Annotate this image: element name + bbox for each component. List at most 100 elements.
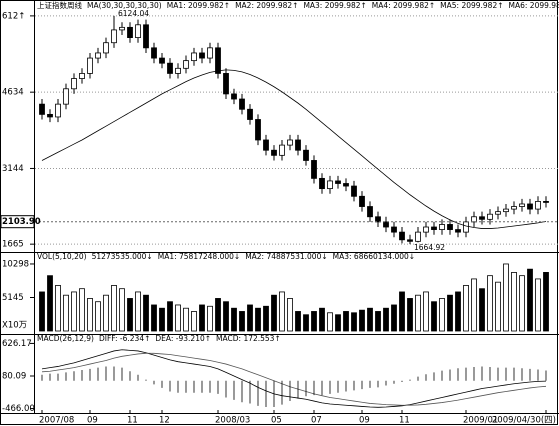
candle-body	[295, 139, 301, 151]
volume-bar	[447, 294, 453, 332]
y-tick-label: 10298	[2, 259, 29, 269]
high-annotation: 6124.04	[118, 9, 149, 18]
candle-body	[103, 42, 109, 54]
panel-header: MA2: 74887531.000↓	[245, 252, 327, 261]
x-tick-label: 09	[87, 416, 98, 426]
volume-bar	[247, 304, 253, 332]
volume-bar	[295, 311, 301, 332]
volume-bar	[271, 294, 277, 332]
volume-bar	[303, 314, 309, 332]
candle-body	[191, 52, 197, 62]
candle-body	[95, 52, 101, 59]
candle-body	[407, 239, 413, 242]
volume-bar	[367, 307, 373, 332]
candle-body	[303, 149, 309, 161]
volume-bar	[39, 291, 45, 332]
candle-body	[415, 231, 421, 242]
volume-bar	[263, 305, 269, 332]
volume-bar	[87, 298, 93, 332]
candle-body	[327, 180, 333, 190]
candle-body	[279, 144, 285, 156]
volume-bar	[63, 294, 69, 332]
volume-bar	[479, 288, 485, 332]
volume-bar	[231, 307, 237, 332]
candle-body	[199, 52, 205, 59]
volume-bar	[487, 275, 493, 332]
volume-bar	[103, 294, 109, 332]
volume-bar	[191, 311, 197, 332]
volume-bar	[79, 288, 85, 332]
volume-bar	[223, 301, 229, 332]
candle-body	[55, 103, 61, 118]
volume-bar	[311, 311, 317, 332]
volume-bar	[335, 314, 341, 332]
volume-bar	[375, 311, 381, 332]
candle-body	[343, 183, 349, 187]
volume-bar	[327, 312, 333, 332]
y-tick-label: 4634	[2, 88, 24, 98]
y-tick-label: 80.09	[2, 371, 26, 381]
panel-header: MA2: 2099.982↑	[235, 1, 298, 10]
volume-bar	[407, 298, 413, 332]
candle-body	[135, 24, 141, 38]
candle-body	[471, 216, 477, 223]
candle-body	[519, 203, 525, 207]
volume-bar	[343, 311, 349, 332]
panel-header: MACD: 172.553↑	[216, 334, 281, 343]
panel-header: MACD(26,12,9)	[37, 334, 94, 343]
candle-body	[399, 231, 405, 241]
candle-body	[47, 113, 53, 118]
volume-bar	[543, 272, 549, 332]
candle-body	[79, 73, 85, 79]
volume-bar	[431, 301, 437, 332]
volume-bar	[167, 301, 173, 332]
volume-bar	[535, 278, 541, 332]
candle-body	[151, 47, 157, 59]
y-tick-label: 612↑	[2, 11, 25, 21]
y-tick-label: 626.17	[2, 339, 32, 349]
volume-bar	[55, 285, 61, 332]
low-annotation: 1664.92	[414, 243, 445, 252]
candle-body	[463, 221, 469, 233]
candle-body	[119, 26, 125, 31]
y-tick-label: 3144	[2, 164, 24, 174]
candle-body	[175, 67, 181, 74]
volume-unit: X10万	[2, 321, 27, 331]
candle-body	[159, 57, 165, 64]
volume-bar	[471, 278, 477, 332]
candle-body	[359, 195, 365, 207]
volume-bar	[383, 307, 389, 332]
candle-body	[215, 47, 221, 74]
volume-bar	[359, 309, 365, 332]
volume-bar	[423, 291, 429, 332]
x-tick-label: 11	[399, 416, 410, 426]
candle-body	[455, 229, 461, 233]
candle-body	[271, 149, 277, 156]
candle-body	[239, 98, 245, 110]
volume-bar	[391, 304, 397, 332]
candle-body	[223, 73, 229, 95]
panel-header: 上证指数周线	[37, 0, 82, 10]
volume-bar	[319, 307, 325, 332]
volume-bar	[255, 307, 261, 332]
candle-body	[207, 47, 213, 59]
volume-bar	[143, 294, 149, 332]
volume-bar	[279, 291, 285, 332]
candle-body	[127, 26, 133, 38]
candle-body	[63, 88, 69, 105]
candle-body	[423, 226, 429, 233]
candle-body	[167, 62, 173, 74]
candle-body	[503, 208, 509, 213]
panel-header: MA3: 2099.982↑	[303, 1, 366, 10]
volume-bar	[183, 307, 189, 332]
volume-bar	[151, 304, 157, 332]
volume-bar	[215, 298, 221, 332]
candle-body	[111, 29, 117, 44]
volume-bar	[175, 304, 181, 332]
candle-body	[351, 185, 357, 197]
candle-body	[391, 226, 397, 233]
volume-bar	[527, 268, 533, 332]
